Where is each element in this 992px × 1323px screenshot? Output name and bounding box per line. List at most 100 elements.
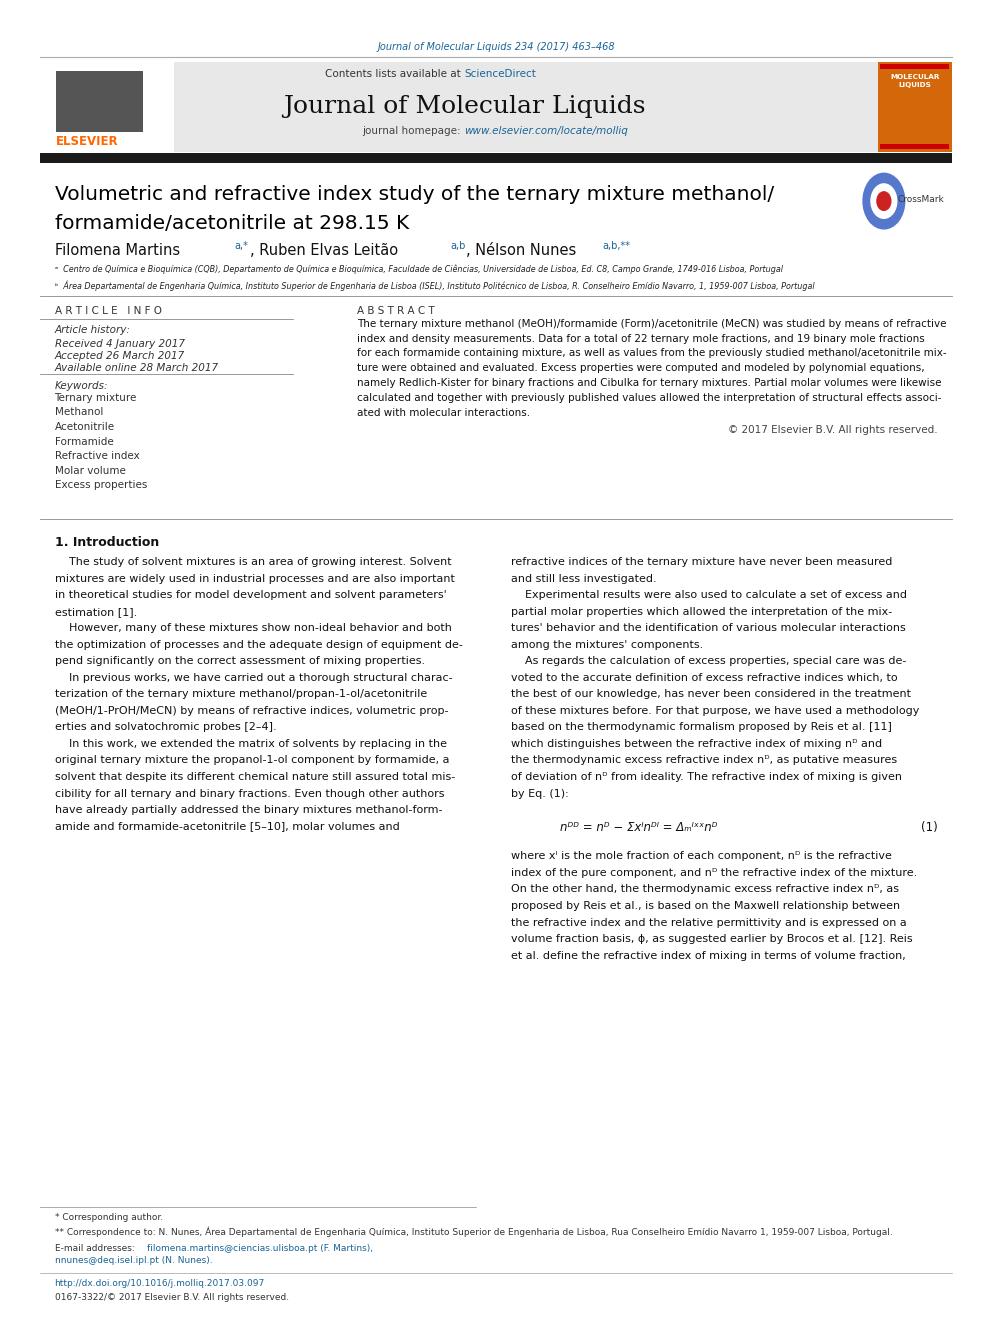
Text: filomena.martins@ciencias.ulisboa.pt (F. Martins),: filomena.martins@ciencias.ulisboa.pt (F.…	[147, 1244, 373, 1253]
Text: namely Redlich-Kister for binary fractions and Cibulka for ternary mixtures. Par: namely Redlich-Kister for binary fractio…	[357, 378, 941, 388]
Text: index of the pure component, and nᴰ the refractive index of the mixture.: index of the pure component, and nᴰ the …	[511, 868, 918, 878]
Text: solvent that despite its different chemical nature still assured total mis-: solvent that despite its different chemi…	[55, 771, 454, 782]
Text: 1. Introduction: 1. Introduction	[55, 536, 159, 549]
Text: Article history:: Article history:	[55, 325, 130, 336]
Text: ᵇ  Área Departamental de Engenharia Química, Instituto Superior de Engenharia de: ᵇ Área Departamental de Engenharia Quími…	[55, 280, 814, 291]
Text: On the other hand, the thermodynamic excess refractive index nᴰ, as: On the other hand, the thermodynamic exc…	[511, 884, 899, 894]
Text: among the mixtures' components.: among the mixtures' components.	[511, 639, 703, 650]
Text: ated with molecular interactions.: ated with molecular interactions.	[357, 407, 531, 418]
Circle shape	[871, 184, 897, 218]
Text: terization of the ternary mixture methanol/propan-1-ol/acetonitrile: terization of the ternary mixture methan…	[55, 689, 427, 700]
Text: A B S T R A C T: A B S T R A C T	[357, 306, 434, 316]
Text: and still less investigated.: and still less investigated.	[511, 574, 657, 583]
Text: www.elsevier.com/locate/molliq: www.elsevier.com/locate/molliq	[464, 126, 628, 136]
Text: (MeOH/1-PrOH/MeCN) by means of refractive indices, volumetric prop-: (MeOH/1-PrOH/MeCN) by means of refractiv…	[55, 705, 448, 716]
Text: Keywords:: Keywords:	[55, 381, 108, 392]
Text: based on the thermodynamic formalism proposed by Reis et al. [11]: based on the thermodynamic formalism pro…	[511, 722, 892, 733]
Text: (1): (1)	[921, 820, 937, 833]
Text: ᵃ  Centro de Química e Bioquímica (CQB), Departamento de Química e Bioquímica, F: ᵃ Centro de Química e Bioquímica (CQB), …	[55, 265, 783, 274]
Text: As regards the calculation of excess properties, special care was de-: As regards the calculation of excess pro…	[511, 656, 907, 667]
Text: © 2017 Elsevier B.V. All rights reserved.: © 2017 Elsevier B.V. All rights reserved…	[728, 425, 937, 435]
Text: by Eq. (1):: by Eq. (1):	[511, 789, 568, 799]
Bar	[40, 153, 952, 163]
Text: Journal of Molecular Liquids: Journal of Molecular Liquids	[283, 95, 646, 118]
Text: Acetonitrile: Acetonitrile	[55, 422, 115, 433]
Text: the best of our knowledge, has never been considered in the treatment: the best of our knowledge, has never bee…	[511, 689, 911, 700]
Bar	[880, 64, 949, 69]
Text: tures' behavior and the identification of various molecular interactions: tures' behavior and the identification o…	[511, 623, 906, 634]
Text: original ternary mixture the propanol-1-ol component by formamide, a: original ternary mixture the propanol-1-…	[55, 755, 449, 766]
Text: Volumetric and refractive index study of the ternary mixture methanol/: Volumetric and refractive index study of…	[55, 185, 774, 204]
Text: CrossMark: CrossMark	[898, 196, 944, 204]
Text: , Nélson Nunes: , Nélson Nunes	[466, 243, 581, 258]
Text: refractive indices of the ternary mixture have never been measured: refractive indices of the ternary mixtur…	[511, 557, 892, 568]
Text: formamide/acetonitrile at 298.15 K: formamide/acetonitrile at 298.15 K	[55, 214, 409, 233]
Text: a,b: a,b	[450, 241, 465, 251]
Text: volume fraction basis, ϕ, as suggested earlier by Brocos et al. [12]. Reis: volume fraction basis, ϕ, as suggested e…	[511, 934, 913, 945]
Text: estimation [1].: estimation [1].	[55, 606, 137, 617]
Text: * Corresponding author.: * Corresponding author.	[55, 1213, 163, 1222]
Text: Available online 28 March 2017: Available online 28 March 2017	[55, 363, 218, 373]
Text: Molar volume: Molar volume	[55, 466, 125, 476]
Text: 0167-3322/© 2017 Elsevier B.V. All rights reserved.: 0167-3322/© 2017 Elsevier B.V. All right…	[55, 1293, 289, 1302]
Text: Journal of Molecular Liquids 234 (2017) 463–468: Journal of Molecular Liquids 234 (2017) …	[377, 42, 615, 53]
Text: A R T I C L E   I N F O: A R T I C L E I N F O	[55, 306, 162, 316]
Text: et al. define the refractive index of mixing in terms of volume fraction,: et al. define the refractive index of mi…	[511, 950, 906, 960]
Text: Methanol: Methanol	[55, 407, 103, 418]
Text: The study of solvent mixtures is an area of growing interest. Solvent: The study of solvent mixtures is an area…	[55, 557, 451, 568]
Text: Experimental results were also used to calculate a set of excess and: Experimental results were also used to c…	[511, 590, 907, 601]
Text: However, many of these mixtures show non-ideal behavior and both: However, many of these mixtures show non…	[55, 623, 451, 634]
Bar	[40, 62, 174, 152]
Text: pend significantly on the correct assessment of mixing properties.: pend significantly on the correct assess…	[55, 656, 425, 667]
Text: Received 4 January 2017: Received 4 January 2017	[55, 339, 185, 349]
Text: nᴰᴰ = nᴰ − Σxᴵnᴰᴵ = Δₘᴵˣˣnᴰ: nᴰᴰ = nᴰ − Σxᴵnᴰᴵ = Δₘᴵˣˣnᴰ	[560, 820, 718, 833]
Circle shape	[863, 173, 905, 229]
Text: the refractive index and the relative permittivity and is expressed on a: the refractive index and the relative pe…	[511, 918, 907, 927]
Text: nnunes@deq.isel.ipl.pt (N. Nunes).: nnunes@deq.isel.ipl.pt (N. Nunes).	[55, 1256, 212, 1265]
Text: Excess properties: Excess properties	[55, 480, 147, 491]
Text: ELSEVIER: ELSEVIER	[56, 135, 118, 148]
Bar	[880, 144, 949, 149]
Text: amide and formamide-acetonitrile [5–10], molar volumes and: amide and formamide-acetonitrile [5–10],…	[55, 822, 400, 832]
Text: the thermodynamic excess refractive index nᴰ, as putative measures: the thermodynamic excess refractive inde…	[511, 755, 897, 766]
Text: a,*: a,*	[234, 241, 248, 251]
Text: a,b,**: a,b,**	[602, 241, 630, 251]
Text: the optimization of processes and the adequate design of equipment de-: the optimization of processes and the ad…	[55, 639, 462, 650]
Text: ** Correspondence to: N. Nunes, Área Departamental de Engenharia Química, Instit: ** Correspondence to: N. Nunes, Área Dep…	[55, 1226, 893, 1237]
Text: Refractive index: Refractive index	[55, 451, 139, 462]
Text: erties and solvatochromic probes [2–4].: erties and solvatochromic probes [2–4].	[55, 722, 276, 733]
Bar	[56, 71, 143, 132]
Text: in theoretical studies for model development and solvent parameters': in theoretical studies for model develop…	[55, 590, 446, 601]
Text: calculated and together with previously published values allowed the interpretat: calculated and together with previously …	[357, 393, 941, 404]
Text: The ternary mixture methanol (MeOH)/formamide (Form)/acetonitrile (MeCN) was stu: The ternary mixture methanol (MeOH)/form…	[357, 319, 946, 329]
Text: Contents lists available at: Contents lists available at	[325, 69, 464, 79]
Text: cibility for all ternary and binary fractions. Even though other authors: cibility for all ternary and binary frac…	[55, 789, 444, 799]
Text: ScienceDirect: ScienceDirect	[464, 69, 536, 79]
Text: journal homepage:: journal homepage:	[362, 126, 464, 136]
Bar	[878, 62, 952, 152]
Text: MOLECULAR
LIQUIDS: MOLECULAR LIQUIDS	[891, 74, 939, 87]
Text: for each formamide containing mixture, as well as values from the previously stu: for each formamide containing mixture, a…	[357, 348, 946, 359]
Text: partial molar properties which allowed the interpretation of the mix-: partial molar properties which allowed t…	[511, 606, 892, 617]
Text: In this work, we extended the matrix of solvents by replacing in the: In this work, we extended the matrix of …	[55, 738, 446, 749]
Text: index and density measurements. Data for a total of 22 ternary mole fractions, a: index and density measurements. Data for…	[357, 333, 925, 344]
Bar	[40, 62, 878, 152]
Text: Filomena Martins: Filomena Martins	[55, 243, 185, 258]
Text: voted to the accurate definition of excess refractive indices which, to: voted to the accurate definition of exce…	[511, 672, 898, 683]
Text: ture were obtained and evaluated. Excess properties were computed and modeled by: ture were obtained and evaluated. Excess…	[357, 364, 925, 373]
Text: Ternary mixture: Ternary mixture	[55, 393, 137, 404]
Circle shape	[877, 192, 891, 210]
Text: E-mail addresses:: E-mail addresses:	[55, 1244, 137, 1253]
Text: which distinguishes between the refractive index of mixing nᴰ and: which distinguishes between the refracti…	[511, 738, 882, 749]
Text: In previous works, we have carried out a thorough structural charac-: In previous works, we have carried out a…	[55, 672, 452, 683]
Text: proposed by Reis et al., is based on the Maxwell relationship between: proposed by Reis et al., is based on the…	[511, 901, 900, 912]
Text: of deviation of nᴰ from ideality. The refractive index of mixing is given: of deviation of nᴰ from ideality. The re…	[511, 771, 902, 782]
Text: where xᴵ is the mole fraction of each component, nᴰ is the refractive: where xᴵ is the mole fraction of each co…	[511, 852, 892, 861]
Text: http://dx.doi.org/10.1016/j.molliq.2017.03.097: http://dx.doi.org/10.1016/j.molliq.2017.…	[55, 1279, 265, 1289]
Text: mixtures are widely used in industrial processes and are also important: mixtures are widely used in industrial p…	[55, 574, 454, 583]
Text: have already partially addressed the binary mixtures methanol-form-: have already partially addressed the bin…	[55, 804, 442, 815]
Text: of these mixtures before. For that purpose, we have used a methodology: of these mixtures before. For that purpo…	[511, 705, 920, 716]
Text: Accepted 26 March 2017: Accepted 26 March 2017	[55, 351, 185, 361]
Text: Formamide: Formamide	[55, 437, 113, 447]
Text: , Ruben Elvas Leitão: , Ruben Elvas Leitão	[250, 243, 403, 258]
